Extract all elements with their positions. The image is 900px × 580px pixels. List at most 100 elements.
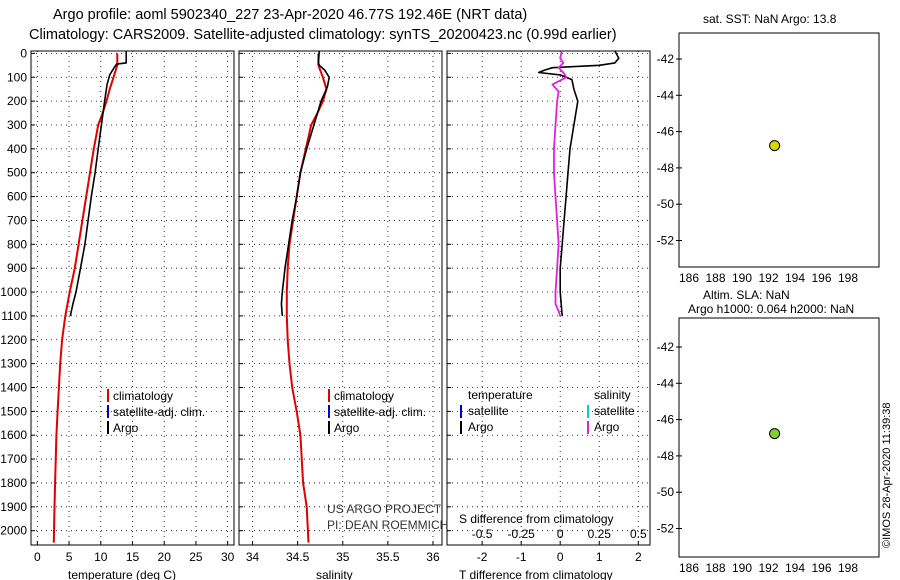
lat-tick-label: -50 <box>657 485 675 499</box>
lon-tick-label: 194 <box>785 561 805 575</box>
depth-tick-label: 700 <box>7 213 27 227</box>
legend-label-t-satellite: satellite <box>468 404 509 418</box>
lat-tick-label: -42 <box>657 52 675 66</box>
depth-tick-label: 100 <box>7 70 27 84</box>
sla-map: -42 -44 -46 -48 -50 -52 186 188 190 192 194 196 198 <box>657 317 880 575</box>
legend-label-argo: Argo <box>334 421 360 435</box>
depth-tick-label: 1600 <box>0 428 27 442</box>
map2-title-line2: Argo h1000: 0.064 h2000: NaN <box>688 302 854 316</box>
depth-tick-label: 300 <box>7 118 27 132</box>
lon-tick-label: 190 <box>732 561 752 575</box>
x-tick-label: 1 <box>596 550 603 564</box>
x-axis-label: T difference from climatology <box>459 568 613 580</box>
lon-tick-label: 190 <box>732 271 752 285</box>
legend-label-satellite: satellite-adj. clim. <box>334 405 426 419</box>
legend-label-s-argo: Argo <box>594 420 620 434</box>
depth-tick-label: 1700 <box>0 452 27 466</box>
depth-tick-label: 600 <box>7 190 27 204</box>
map1-title: sat. SST: NaN Argo: 13.8 <box>703 12 837 26</box>
x-tick-label: -2 <box>477 550 488 564</box>
depth-tick-label: 1100 <box>1 309 27 323</box>
climatology-line <box>52 53 119 543</box>
x-tick-label: 35 <box>336 550 350 564</box>
lat-tick-label: -48 <box>657 161 675 175</box>
depth-tick-label: 1400 <box>0 380 27 394</box>
depth-tick-label: 1900 <box>0 500 27 514</box>
depth-tick-label: 400 <box>7 142 27 156</box>
s-tick-label: -0.5 <box>472 527 493 541</box>
lat-tick-label: -48 <box>657 449 675 463</box>
depth-tick-label: 0 <box>20 46 27 60</box>
x-tick-label: 2 <box>635 550 642 564</box>
s-tick-label: -0.25 <box>507 527 535 541</box>
map2-title-line1: Altim. SLA: NaN <box>703 288 790 302</box>
lat-tick-label: -50 <box>657 197 675 211</box>
s-difference-label: S difference from climatology <box>459 512 614 526</box>
x-tick-label: 35.5 <box>376 550 400 564</box>
x-tick-label: 5 <box>66 550 73 564</box>
lon-tick-label: 192 <box>758 561 778 575</box>
lon-tick-label: 196 <box>811 561 831 575</box>
float-position-marker <box>769 428 781 440</box>
legend-head-temperature: temperature <box>468 388 533 402</box>
float-position-marker <box>769 140 781 152</box>
x-axis-label: salinity <box>316 568 353 580</box>
lat-tick-label: -52 <box>657 234 675 248</box>
legend-label-satellite: satellite-adj. clim. <box>113 405 205 419</box>
s-tick-label: 0.5 <box>630 527 647 541</box>
plot-frame <box>446 50 651 546</box>
difference-panel: -2 -1 0 1 2 T difference from climatology -0.5… <box>446 50 651 580</box>
lon-tick-label: 194 <box>785 271 805 285</box>
lon-tick-label: 192 <box>758 271 778 285</box>
x-tick-label: 0 <box>557 550 564 564</box>
legend-label-climatology: climatology <box>113 389 173 403</box>
x-tick-label: 10 <box>94 550 108 564</box>
depth-tick-label: 800 <box>7 237 27 251</box>
lon-tick-label: 186 <box>679 561 699 575</box>
argo-line <box>280 50 331 316</box>
lon-tick-label: 186 <box>679 271 699 285</box>
lat-tick-label: -42 <box>657 340 675 354</box>
x-tick-label: 25 <box>189 550 203 564</box>
salinity-panel: 34 34.5 35 35.5 36 salinity <box>238 50 443 580</box>
salinity-legend: climatology satellite-adj. clim. Argo US… <box>327 389 448 532</box>
s-tick-label: 0.25 <box>588 527 612 541</box>
map-frame <box>678 32 880 268</box>
climatology-line <box>285 53 328 543</box>
x-tick-label: 20 <box>158 550 172 564</box>
lon-tick-label: 198 <box>838 561 858 575</box>
lon-tick-label: 188 <box>705 561 725 575</box>
difference-legend: temperature salinity satellite Argo sate… <box>459 388 635 526</box>
depth-tick-label: 1200 <box>0 333 27 347</box>
t-argo-line <box>537 50 620 316</box>
depth-tick-label: 1000 <box>0 285 27 299</box>
lon-tick-label: 188 <box>705 271 725 285</box>
legend-label-argo: Argo <box>113 421 139 435</box>
title-line-2: Climatology: CARS2009. Satellite-adjuste… <box>29 27 617 43</box>
s-argo-line <box>551 50 568 317</box>
argo-line <box>69 51 127 317</box>
depth-tick-label: 2000 <box>0 524 27 538</box>
lat-tick-label: -46 <box>657 125 675 139</box>
legend-head-salinity: salinity <box>594 388 631 402</box>
x-tick-label: 0 <box>34 550 41 564</box>
temperature-legend: climatology satellite-adj. clim. Argo <box>107 389 205 435</box>
legend-label-t-argo: Argo <box>468 420 494 434</box>
depth-tick-label: 1300 <box>0 357 27 371</box>
depth-tick-label: 1800 <box>0 476 27 490</box>
legend-label-climatology: climatology <box>334 389 394 403</box>
x-tick-label: 36 <box>426 550 440 564</box>
title-line-1: Argo profile: aoml 5902340_227 23-Apr-20… <box>53 7 527 23</box>
credit-project: US ARGO PROJECT <box>327 502 442 516</box>
lat-tick-label: -44 <box>657 376 675 390</box>
legend-label-s-satellite: satellite <box>594 404 635 418</box>
x-tick-label: 15 <box>126 550 140 564</box>
map-frame <box>678 317 880 558</box>
x-tick-label: 34 <box>246 550 260 564</box>
depth-tick-label: 500 <box>7 166 27 180</box>
plot-frame <box>30 50 235 546</box>
x-tick-label: 34.5 <box>286 550 310 564</box>
credit-pi: PI: DEAN ROEMMICH <box>327 518 448 532</box>
sst-map: -42 -44 -46 -48 -50 -52 186 188 190 192 194 196 198 <box>657 32 880 285</box>
